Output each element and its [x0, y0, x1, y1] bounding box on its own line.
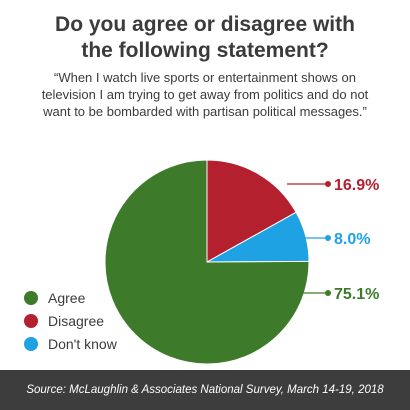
legend-item-agree: Agree	[24, 287, 117, 309]
legend-swatch-disagree	[24, 314, 38, 328]
title-line-1: Do you agree or disagree with	[55, 13, 355, 36]
source-text: Source: McLaughlin & Associates National…	[26, 384, 384, 396]
legend-swatch-dont-know	[24, 337, 38, 351]
legend-swatch-agree	[24, 291, 38, 305]
data-label-agree: 75.1%	[334, 286, 379, 303]
data-label-disagree: 16.9%	[334, 177, 379, 194]
legend-label-disagree: Disagree	[48, 313, 105, 329]
callout-dot-disagree	[325, 181, 331, 187]
pie-slices	[104, 159, 310, 365]
legend-item-disagree: Disagree	[24, 310, 117, 332]
pie-slice-agree	[104, 159, 310, 365]
slice-callouts: 75.1% 16.9% 8.0%	[287, 177, 379, 303]
chart-title: Do you agree or disagree with the follow…	[0, 12, 410, 64]
title-line-2: the following statement?	[81, 39, 329, 62]
callout-dot-don-t-know	[325, 235, 331, 241]
legend-label-agree: Agree	[48, 290, 86, 306]
legend-label-dont-know: Don't know	[48, 336, 117, 352]
quote-text: “When I watch live sports or entertainme…	[41, 70, 369, 119]
legend: Agree Disagree Don't know	[24, 287, 117, 356]
pie-slice-disagree	[206, 159, 297, 263]
data-label-don-t-know: 8.0%	[334, 231, 370, 248]
callout-dot-agree	[325, 290, 331, 296]
legend-item-dont-know: Don't know	[24, 333, 117, 355]
source-footer: Source: McLaughlin & Associates National…	[0, 370, 410, 410]
